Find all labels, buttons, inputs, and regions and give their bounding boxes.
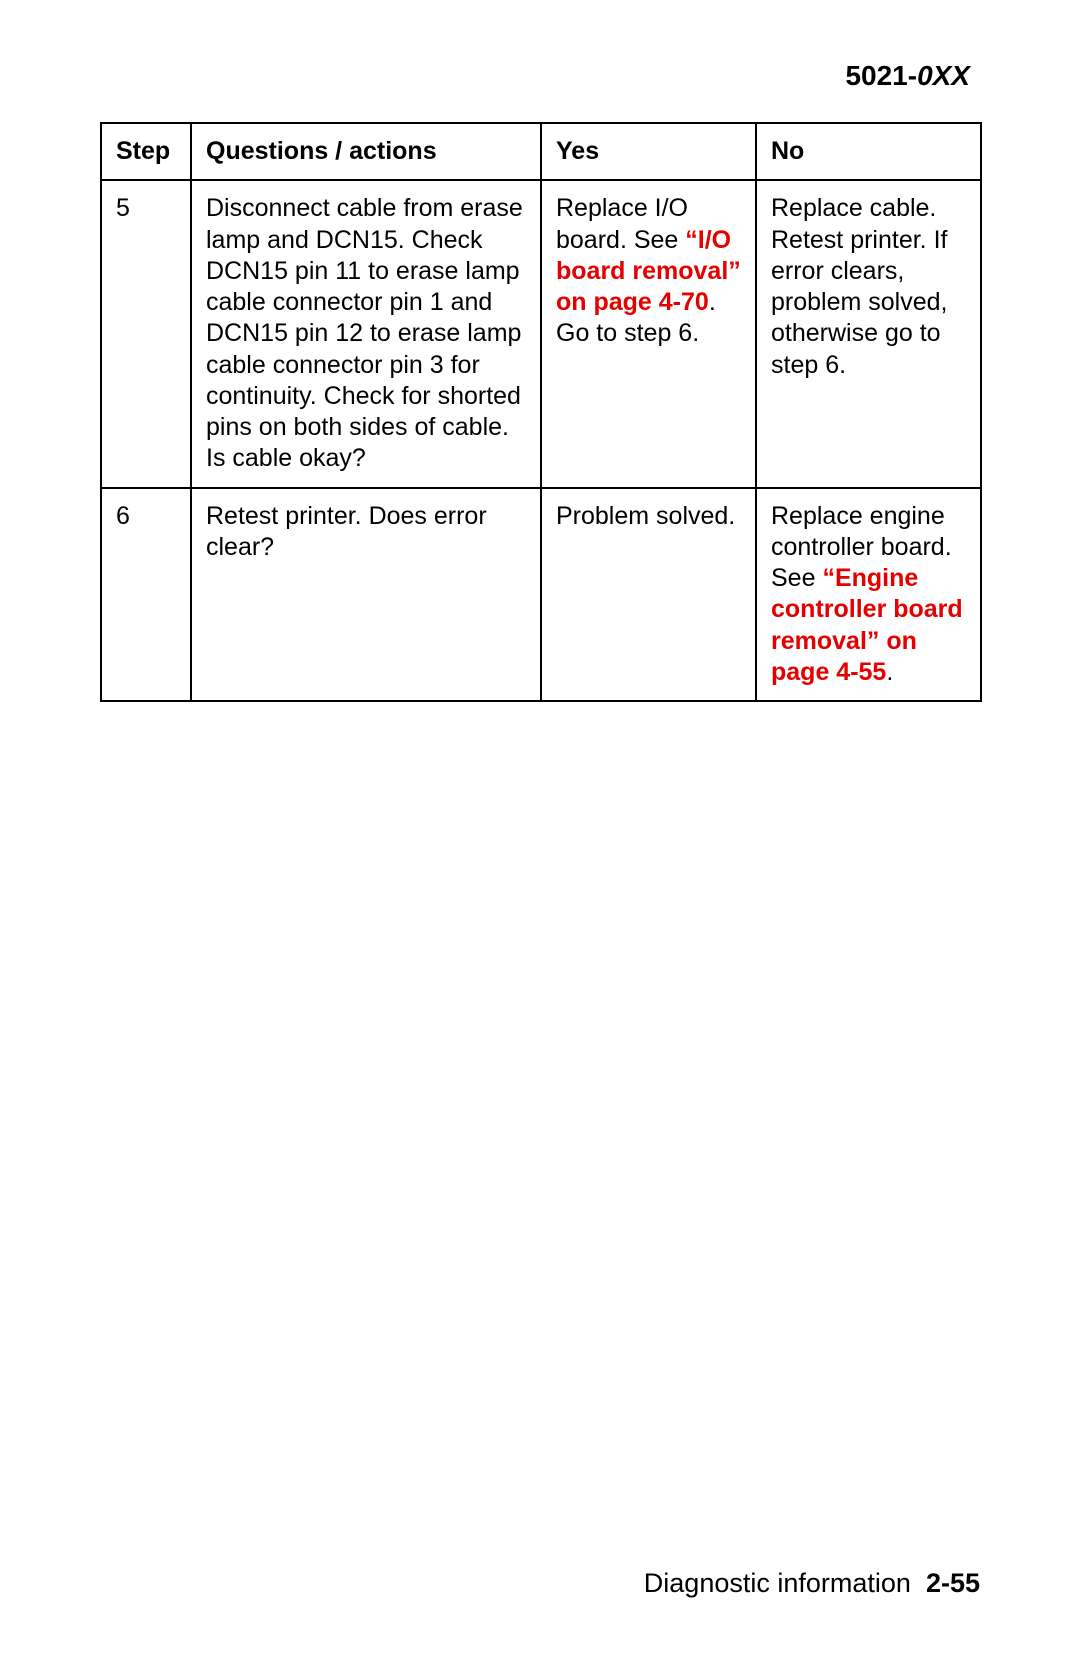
table-row: 5 Disconnect cable from erase lamp and D… <box>101 180 981 487</box>
header-suffix: 0XX <box>917 60 970 91</box>
footer-text: Diagnostic information <box>644 1568 911 1598</box>
table-row: 6 Retest printer. Does error clear? Prob… <box>101 488 981 702</box>
no-text-post: . <box>886 658 893 686</box>
cell-step: 5 <box>101 180 191 487</box>
cell-no: Replace cable. Retest printer. If error … <box>756 180 981 487</box>
page-footer: Diagnostic information 2-55 <box>644 1568 980 1599</box>
page: 5021-0XX Step Questions / actions Yes No… <box>0 0 1080 1669</box>
cell-no: Replace engine controller board. See “En… <box>756 488 981 702</box>
yes-text-pre: Problem solved. <box>556 502 735 530</box>
cell-yes: Replace I/O board. See “I/O board remova… <box>541 180 756 487</box>
cell-question: Disconnect cable from erase lamp and DCN… <box>191 180 541 487</box>
col-yes: Yes <box>541 123 756 180</box>
yes-text-pre: Replace I/O board. See <box>556 194 688 253</box>
no-text-pre: Replace cable. Retest printer. If error … <box>771 194 947 378</box>
col-step: Step <box>101 123 191 180</box>
col-no: No <box>756 123 981 180</box>
cell-yes: Problem solved. <box>541 488 756 702</box>
header-prefix: 5021- <box>845 60 917 91</box>
col-question: Questions / actions <box>191 123 541 180</box>
document-header: 5021-0XX <box>100 60 980 92</box>
footer-page-number: 2-55 <box>926 1568 980 1598</box>
cell-step: 6 <box>101 488 191 702</box>
cell-question: Retest printer. Does error clear? <box>191 488 541 702</box>
diagnostic-table: Step Questions / actions Yes No 5 Discon… <box>100 122 982 702</box>
table-header-row: Step Questions / actions Yes No <box>101 123 981 180</box>
